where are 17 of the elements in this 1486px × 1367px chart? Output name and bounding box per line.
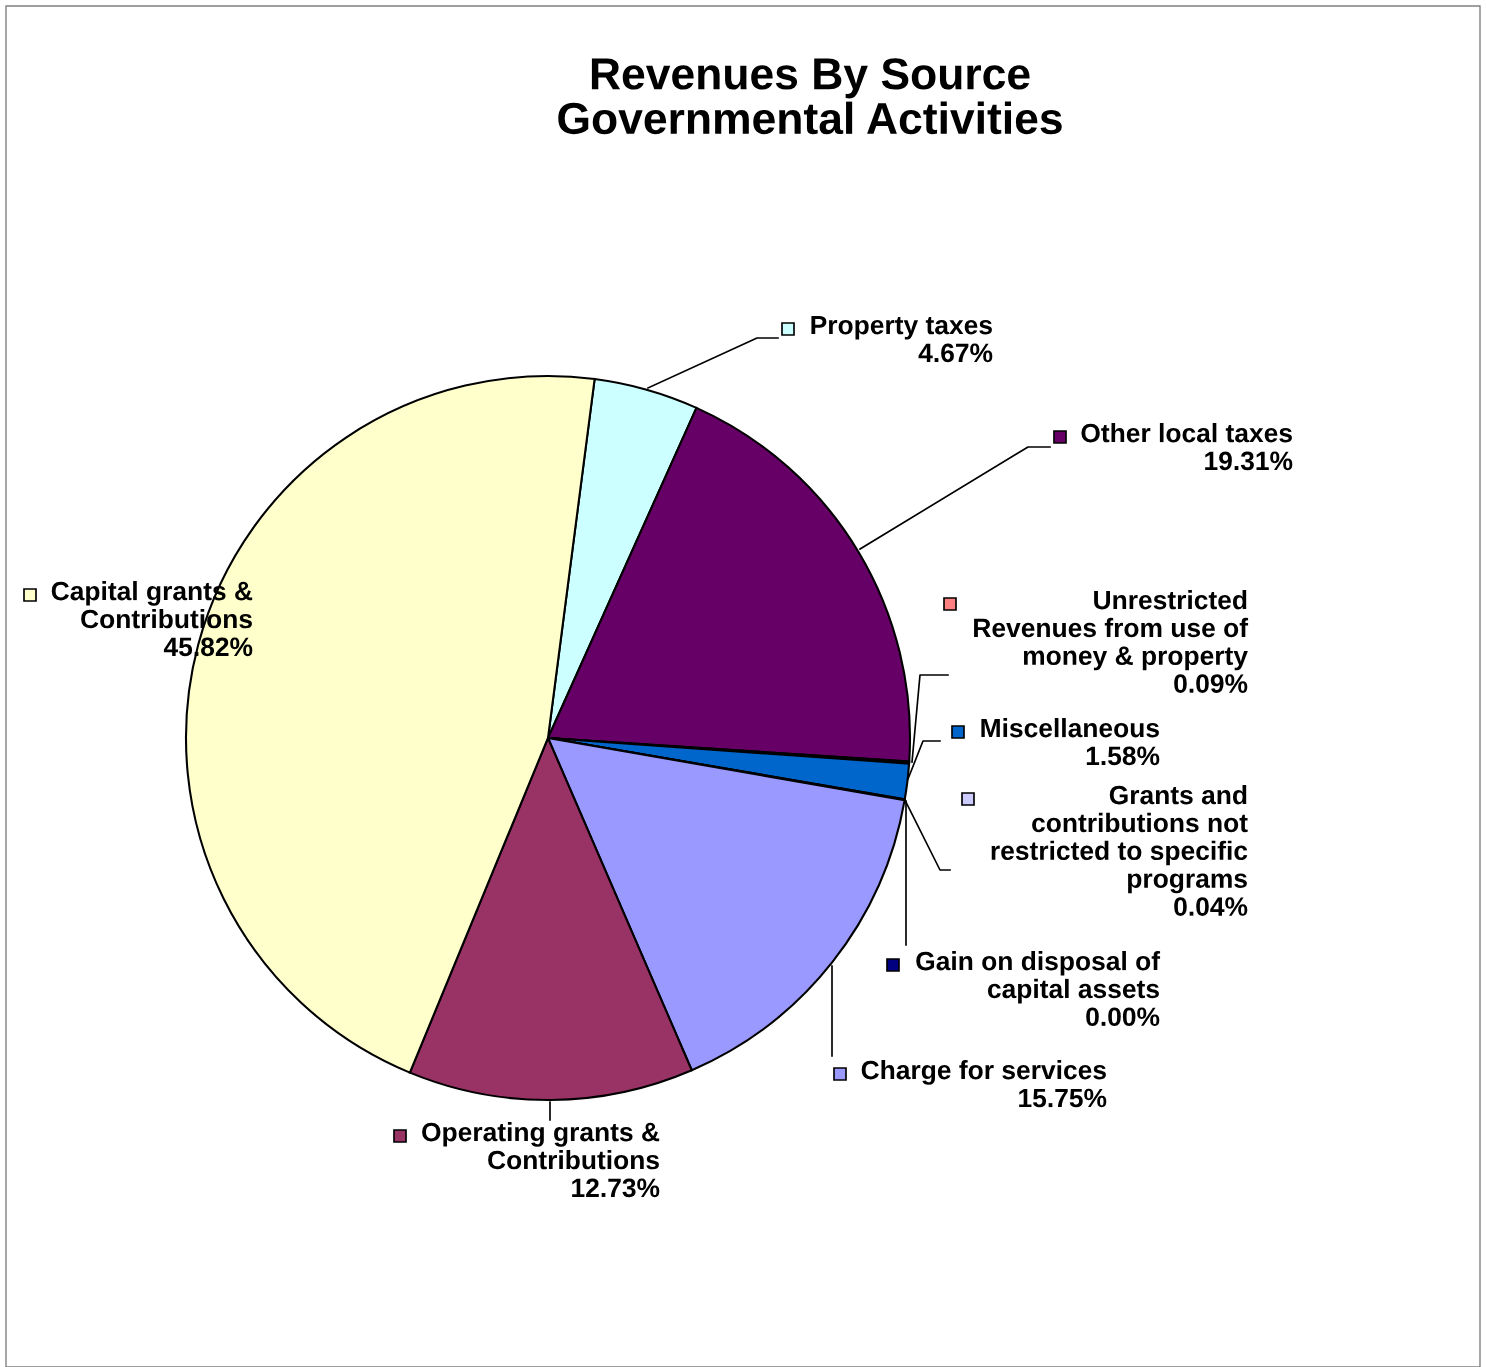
slice-label: Grants and contributions not restricted to specific programs [991,785,1248,894]
legend-label: Charge for services [861,1060,1106,1085]
data-label: 19.31% [1205,451,1293,471]
data-label: 15.75% [1019,1088,1107,1108]
legend-label: Other local taxes [1081,423,1292,443]
text: 0.00% [1086,1007,1160,1027]
data-label: 4.67% [918,343,993,363]
data-label: 0.04% [1174,897,1248,916]
legend-label: Gain on disposal of capital assets [916,951,1161,1004]
legend-label: Property taxes [811,315,992,340]
chart-title: Revenues By Source Governmental Activities [558,58,1062,135]
slice-label: Unrestricted Revenues from use of money & property [974,590,1249,671]
legend-label: Miscellaneous [981,718,1159,738]
data-label: 0.09% [1174,674,1248,693]
data-label: 12.73% [572,1178,660,1198]
data-label: 1.58% [1086,746,1160,766]
legend-label: Operating grants & Contributions [422,1122,660,1170]
